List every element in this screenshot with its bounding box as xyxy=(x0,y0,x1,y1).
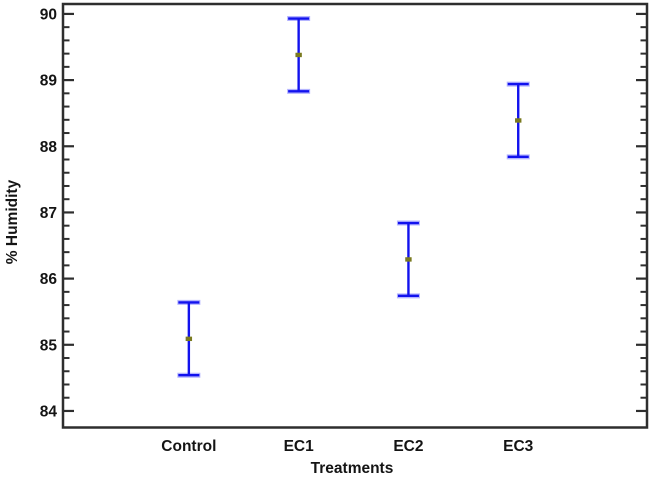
mean-marker-ec2 xyxy=(405,257,412,262)
x-category-label: EC3 xyxy=(503,438,534,455)
mean-marker-ec3 xyxy=(515,118,522,123)
x-axis-title: Treatments xyxy=(310,460,394,477)
x-category-label: EC2 xyxy=(393,438,423,455)
mean-marker-ec1 xyxy=(295,52,302,58)
y-tick-label: 85 xyxy=(40,337,58,354)
y-tick-label: 90 xyxy=(40,6,57,23)
x-category-label: EC1 xyxy=(284,438,315,455)
plot-frame xyxy=(61,2,649,429)
mean-marker-control xyxy=(185,336,193,342)
y-tick-label: 84 xyxy=(40,403,58,420)
y-tick-label: 89 xyxy=(40,73,58,90)
y-axis-title: % Humidity xyxy=(4,179,21,265)
y-tick-label: 88 xyxy=(40,139,58,156)
y-tick-label: 86 xyxy=(40,271,58,288)
x-category-label: Control xyxy=(161,438,216,455)
y-tick-label: 87 xyxy=(40,205,57,222)
